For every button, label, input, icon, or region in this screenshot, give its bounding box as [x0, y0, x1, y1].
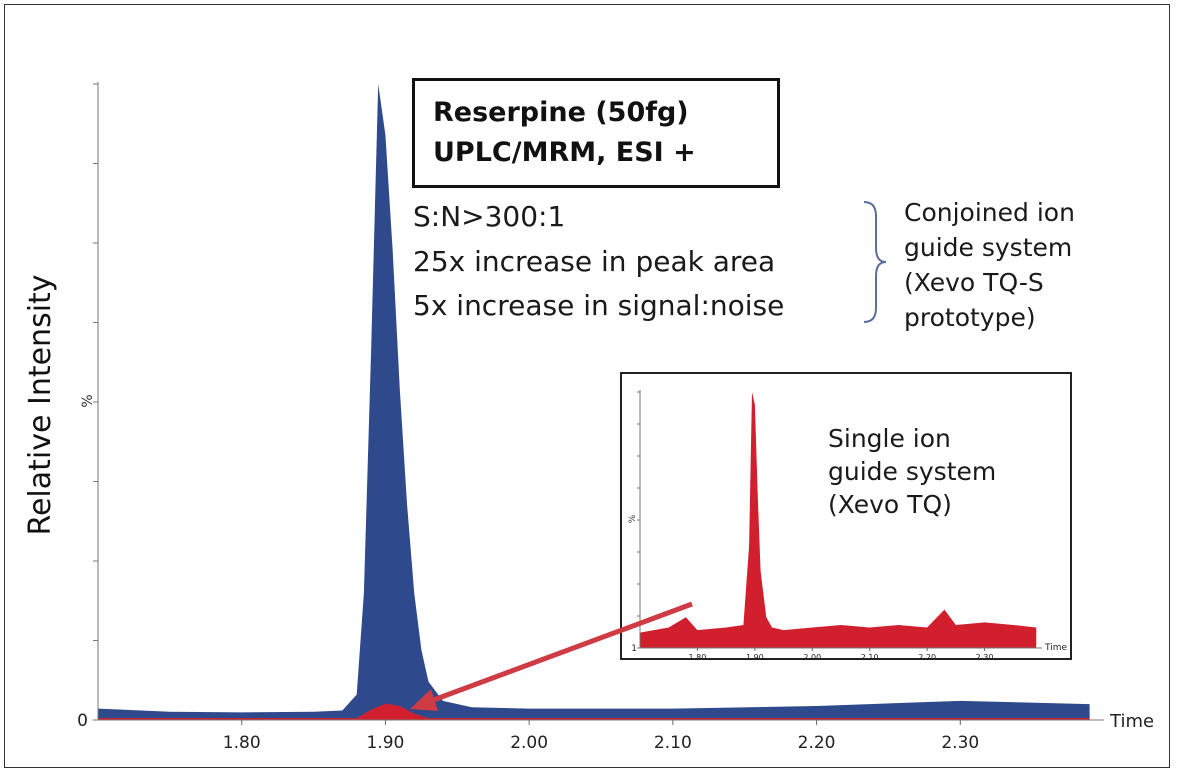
arrow-head — [410, 689, 438, 711]
stat-sn-increase: 5x increase in signal:noise — [413, 289, 785, 322]
stat-signal-noise: S:N>300:1 — [413, 200, 566, 233]
y-axis-label: Relative Intensity — [23, 274, 58, 535]
main-x-tick-label-3: 2.10 — [654, 733, 692, 753]
main-series-1 — [98, 703, 1090, 720]
x-axis-label: Time — [1109, 711, 1154, 732]
inset-x-tick-label-3: 2.10 — [861, 653, 879, 662]
conjoined-note-line-4: prototype) — [904, 303, 1036, 332]
inset-x-tick-label-4: 2.20 — [918, 653, 936, 662]
conjoined-note-line-2: guide system — [904, 233, 1073, 262]
stat-peak-area: 25x increase in peak area — [413, 245, 776, 278]
single-note-line-1: Single ion — [828, 424, 951, 453]
inset-panel — [620, 372, 1072, 660]
brace — [863, 201, 887, 323]
inset-x-tick-label-5: 2.30 — [976, 653, 994, 662]
inset-x-tick-label-1: 1.90 — [746, 653, 764, 662]
y-unit-label: % — [80, 394, 96, 407]
conjoined-note-line-3: (Xevo TQ-S — [904, 268, 1044, 297]
title-line-1: Reserpine (50fg) — [433, 97, 689, 128]
inset-series-0 — [640, 392, 1037, 648]
main-x-tick-label-4: 2.20 — [798, 733, 836, 753]
inset-x-tick-label-0: 1.80 — [689, 653, 707, 662]
inset-y-zero-label: 1 — [631, 644, 637, 654]
arrow-shaft — [427, 601, 693, 705]
single-note-line-3: (Xevo TQ) — [828, 490, 952, 519]
title-line-2: UPLC/MRM, ESI + — [433, 137, 696, 168]
conjoined-note-line-1: Conjoined ion — [904, 198, 1075, 227]
title-box: Reserpine (50fg) UPLC/MRM, ESI + — [412, 78, 780, 188]
main-x-tick-label-5: 2.30 — [941, 733, 979, 753]
single-note-line-2: guide system — [828, 457, 997, 486]
main-x-tick-label-0: 1.80 — [223, 733, 261, 753]
inset-x-axis-label: Time — [1044, 643, 1067, 653]
figure-frame — [4, 4, 1170, 768]
main-x-tick-label-2: 2.00 — [510, 733, 548, 753]
inset-y-unit-label: % — [628, 514, 638, 523]
y-zero-label: 0 — [77, 711, 88, 731]
main-x-tick-label-1: 1.90 — [366, 733, 404, 753]
inset-x-tick-label-2: 2.00 — [803, 653, 821, 662]
